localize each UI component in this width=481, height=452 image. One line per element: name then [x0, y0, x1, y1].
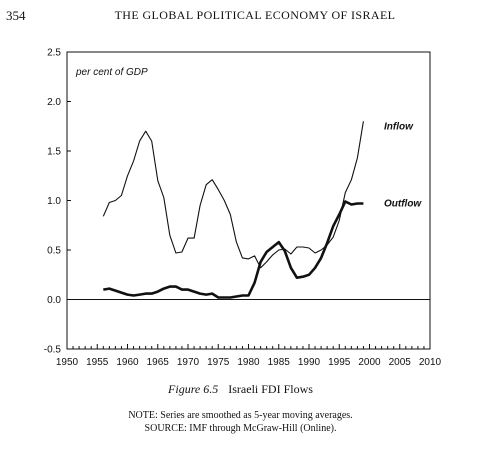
series-line-inflow [102, 121, 364, 269]
y-tick-label: 2.5 [47, 48, 61, 59]
x-tick-label: 1975 [207, 357, 230, 368]
series-line-outflow [103, 200, 364, 299]
figure-source: SOURCE: IMF through McGraw-Hill (Online)… [144, 423, 337, 434]
y-axis-label: per cent of GDP [75, 67, 148, 78]
y-axis: -0.5 0.0 0.5 1.0 1.5 2.0 2.5 [44, 48, 71, 356]
x-tick-label: 1960 [116, 357, 139, 368]
figure-caption: Figure 6.5 Israeli FDI Flows [0, 382, 481, 397]
fdi-line-chart: -0.50.00.51.01.52.02.5 1950 1955 1960 1965 1… [44, 48, 442, 369]
x-tick-label: 2000 [358, 357, 381, 368]
x-tick-label: 1965 [147, 357, 170, 368]
x-tick-label: 1950 [56, 357, 79, 368]
y-tick-label: 0.0 [47, 295, 61, 306]
series-group: Inflow Outflow [102, 121, 422, 299]
x-tick-label: 2010 [419, 357, 442, 368]
figure-number: Figure 6.5 [168, 382, 219, 396]
x-tick-label: 1955 [86, 357, 109, 368]
figure-note: NOTE: Series are smoothed as 5-year movi… [128, 410, 353, 421]
page-number: 354 [6, 8, 26, 23]
y-tick-label: -0.5 [44, 345, 62, 356]
figure-title: Israeli FDI Flows [228, 382, 313, 396]
series-label-outflow: Outflow [384, 198, 422, 209]
x-tick-label: 1990 [298, 357, 321, 368]
y-tick-label: 1.0 [47, 196, 61, 207]
x-tick-label: 1970 [177, 357, 200, 368]
y-tick-label: 1.5 [47, 147, 61, 158]
x-tick-label: 1980 [237, 357, 260, 368]
x-tick-label: 1995 [328, 357, 351, 368]
x-tick-label: 2005 [389, 357, 412, 368]
running-head: THE GLOBAL POLITICAL ECONOMY OF ISRAEL [114, 8, 396, 22]
x-tick-label: 1985 [268, 357, 291, 368]
y-tick-label: 0.5 [47, 246, 61, 257]
plot-frame [66, 51, 431, 350]
series-label-inflow: Inflow [384, 121, 414, 132]
figure-note-block: NOTE: Series are smoothed as 5-year movi… [0, 409, 481, 435]
y-tick-label: 2.0 [47, 97, 61, 108]
x-axis: 1950 1955 1960 1965 1970 1975 1980 1985 1990 1995… [56, 344, 442, 368]
